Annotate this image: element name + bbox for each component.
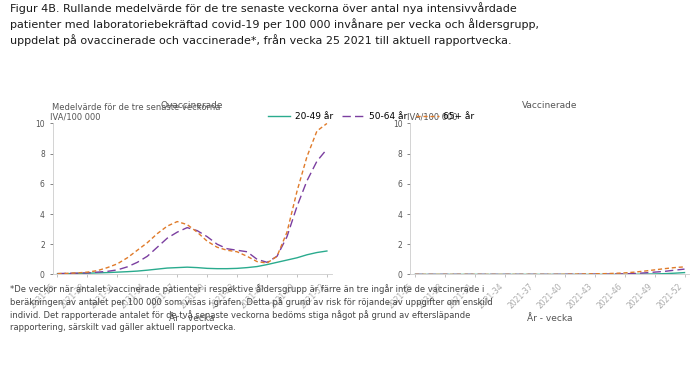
Text: Ovaccinerade: Ovaccinerade xyxy=(161,101,223,110)
Legend: 20-49 år, 50-64 år, 65+ år: 20-49 år, 50-64 år, 65+ år xyxy=(264,109,478,125)
X-axis label: År - vecka: År - vecka xyxy=(527,314,573,323)
Text: *De veckor när antalet vaccinerade patienter i respektive åldersgrupp är färre ä: *De veckor när antalet vaccinerade patie… xyxy=(10,284,493,332)
X-axis label: År - vecka: År - vecka xyxy=(169,314,215,323)
Text: Vaccinerade: Vaccinerade xyxy=(522,101,578,110)
Text: IVA/100 000: IVA/100 000 xyxy=(407,113,458,122)
Text: Figur 4B. Rullande medelvärde för de tre senaste veckorna över antal nya intensi: Figur 4B. Rullande medelvärde för de tre… xyxy=(10,2,540,45)
Text: IVA/100 000: IVA/100 000 xyxy=(50,113,100,122)
Text: Medelvärde för de tre senaste veckorna: Medelvärde för de tre senaste veckorna xyxy=(52,103,221,112)
